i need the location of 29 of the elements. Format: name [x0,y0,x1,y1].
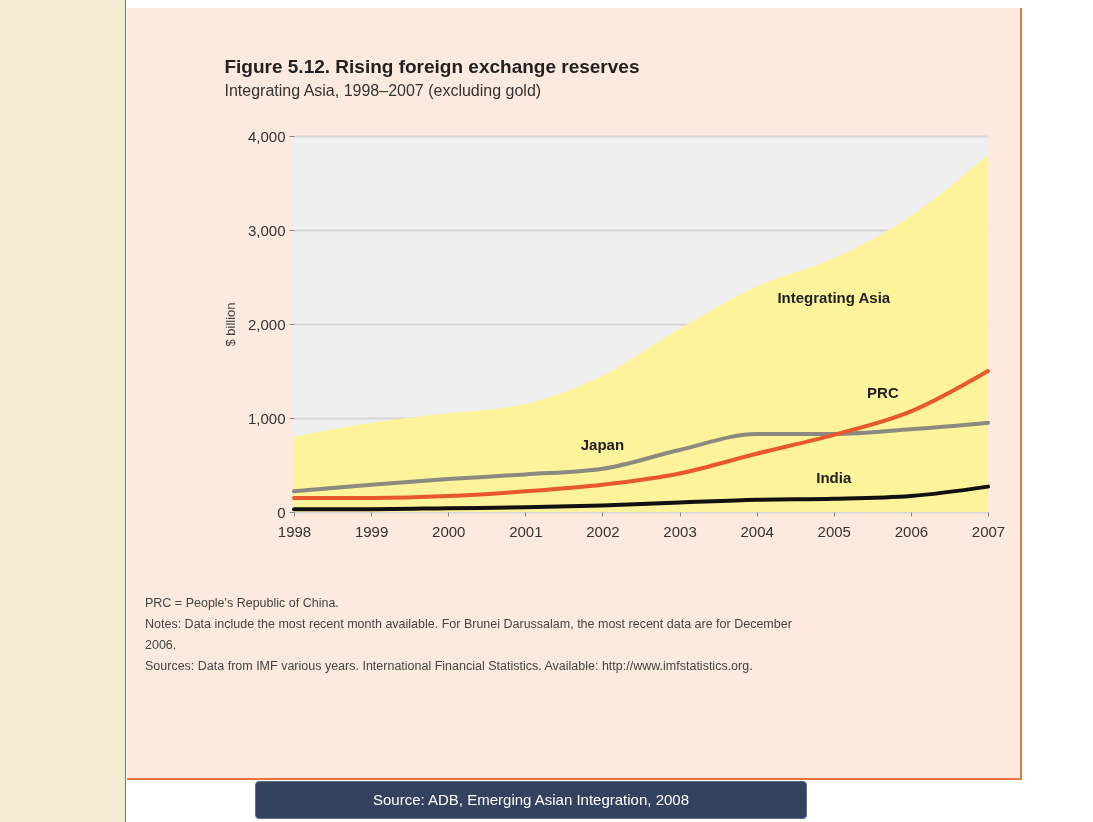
x-tick-label: 2000 [432,522,466,540]
chart-title: Figure 5.12. Rising foreign exchange reserves [224,56,640,77]
y-tick-label: 3,000 [247,221,286,239]
series-label: India [816,468,852,486]
x-tick-label: 2005 [817,522,851,540]
series-label: PRC [867,384,899,402]
chart-subtitle: Integrating Asia, 1998–2007 (excluding gold) [224,82,542,99]
y-tick-label: 0 [277,503,286,521]
x-tick-label: 2001 [509,522,543,540]
y-axis-title: $ billion [222,302,238,347]
line-series [292,369,990,500]
line-series [292,484,990,512]
x-tick-label: 2004 [740,522,774,540]
x-tick-label: 2006 [894,522,929,540]
x-tick-label: 2002 [586,522,620,540]
x-tick-label: 1998 [277,522,312,540]
line-series [292,420,990,494]
series-label: Japan [580,435,625,453]
y-tick-label: 4,000 [247,127,286,145]
series-label: Integrating Asia [777,289,891,307]
y-tick-label: 1,000 [247,409,286,427]
y-tick-label: 2,000 [247,315,286,333]
x-tick-label: 2003 [663,522,697,540]
source-note: Sources: Data from IMF various years. International Financial Statistics. Available: http://www.imfstatistics.org. [145,658,754,675]
source-note: Source: ADB, Emerging Asian Integration, 2008 [255,781,807,819]
text: Notes: Data include the most recent month available. For Brunei Darussalam, the most recent data are for December 2006. [145,616,793,654]
text: PRC = People's Republic of China. [145,595,340,612]
x-tick-label: 1999 [354,522,389,540]
x-tick-label: 2007 [971,522,1006,540]
